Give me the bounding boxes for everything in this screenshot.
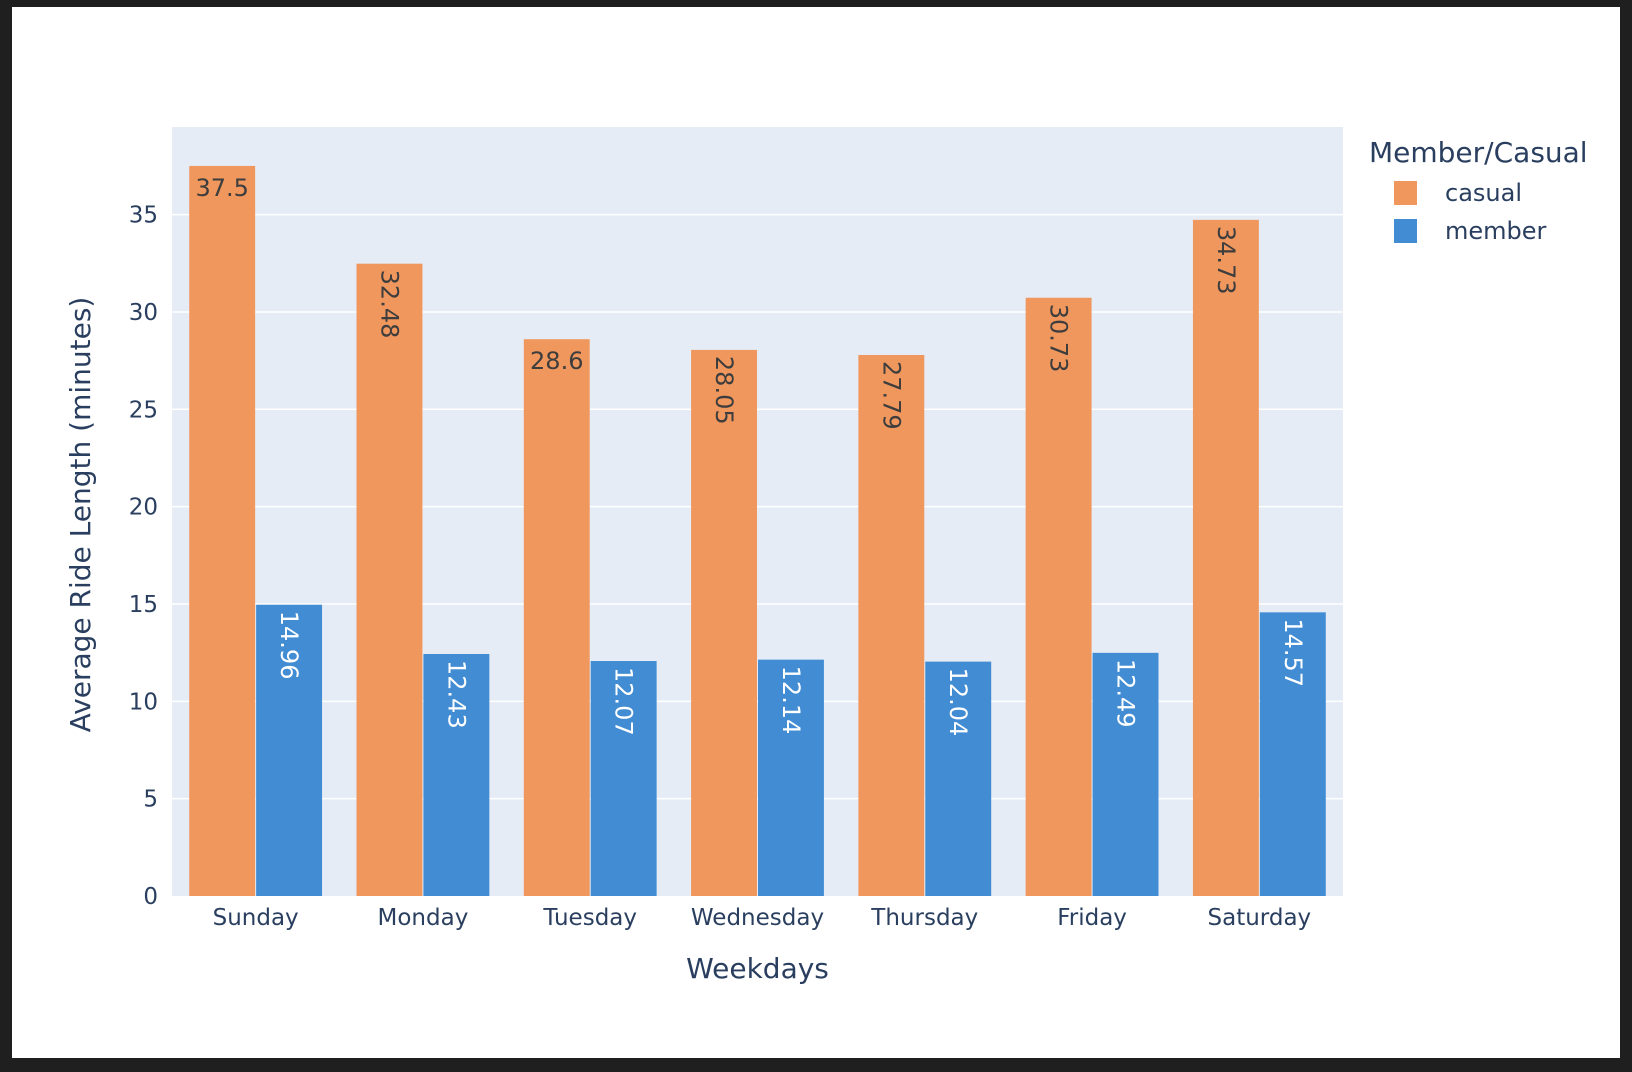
y-tick-label: 15 (129, 592, 158, 618)
bar-value-label: 37.5 (195, 174, 248, 202)
legend-items[interactable]: casual member (1394, 179, 1547, 245)
x-tick-label-monday: Monday (378, 905, 469, 931)
bar-value-label: 14.96 (275, 611, 303, 680)
plot-area (172, 127, 1343, 896)
y-tick-label: 5 (143, 787, 158, 813)
bar-casual-saturday[interactable] (1192, 219, 1259, 897)
bar-value-label: 12.07 (610, 667, 638, 736)
x-axis-ticks: Sunday Monday Tuesday Wednesday Thursday Frid… (213, 905, 1312, 931)
x-tick-label-wednesday: Wednesday (691, 905, 824, 931)
bar-value-label: 34.73 (1212, 226, 1240, 295)
y-tick-label: 10 (129, 689, 158, 715)
y-axis-ticks: 0 5 10 15 20 25 30 35 (129, 203, 158, 910)
bar-value-label: 27.79 (877, 361, 905, 430)
y-tick-label: 25 (129, 397, 158, 423)
legend-item-member[interactable]: member (1394, 217, 1547, 245)
bar-member-friday[interactable] (1092, 652, 1159, 896)
bar-value-label: 32.48 (375, 270, 403, 339)
bar-casual-wednesday[interactable] (691, 349, 757, 896)
bar-value-label: 12.04 (944, 668, 972, 737)
bar-casual-monday[interactable] (356, 263, 423, 896)
bar-value-labels: 37.5 14.96 32.48 12.43 28.6 12.07 28.05 12.14 27… (195, 174, 1306, 736)
bar-value-label: 28.05 (710, 356, 738, 425)
legend-label: member (1445, 217, 1547, 245)
bar-member-saturday[interactable] (1259, 612, 1326, 896)
bar-value-label: 14.57 (1279, 618, 1307, 687)
x-tick-label-thursday: Thursday (870, 905, 978, 931)
bar-value-label: 12.49 (1112, 659, 1140, 728)
bar-casual-tuesday[interactable] (523, 339, 590, 896)
bar-value-label: 12.14 (777, 666, 805, 735)
legend-title: Member/Casual (1369, 136, 1588, 169)
bar-member-sunday[interactable] (256, 604, 323, 896)
x-tick-label-friday: Friday (1057, 905, 1127, 931)
y-tick-label: 35 (129, 203, 158, 229)
legend-item-casual[interactable]: casual (1394, 179, 1522, 207)
bar-member-wednesday[interactable] (758, 659, 824, 896)
legend-swatch (1394, 219, 1417, 243)
bar-member-monday[interactable] (423, 654, 490, 896)
y-tick-label: 0 (143, 884, 158, 910)
bar-casual-sunday[interactable] (189, 165, 256, 896)
legend-label: casual (1445, 179, 1522, 207)
y-tick-label: 20 (129, 495, 158, 521)
legend[interactable]: Member/Casual casual member (1369, 136, 1588, 245)
bar-member-tuesday[interactable] (590, 661, 657, 896)
x-tick-label-tuesday: Tuesday (542, 905, 637, 931)
bar-value-label: 28.6 (530, 347, 583, 375)
bar-casual-thursday[interactable] (858, 354, 925, 896)
y-tick-label: 30 (129, 300, 158, 326)
bar-member-thursday[interactable] (925, 661, 992, 896)
legend-swatch (1394, 181, 1417, 205)
y-axis-title: Average Ride Length (minutes) (64, 297, 97, 733)
x-tick-label-sunday: Sunday (213, 905, 299, 931)
bars (189, 165, 1326, 897)
bar-casual-friday[interactable] (1025, 297, 1092, 897)
x-axis-title: Weekdays (686, 952, 829, 985)
x-tick-label-saturday: Saturday (1208, 905, 1312, 931)
bar-value-label: 30.73 (1045, 304, 1073, 373)
bar-value-label: 12.43 (442, 660, 470, 729)
